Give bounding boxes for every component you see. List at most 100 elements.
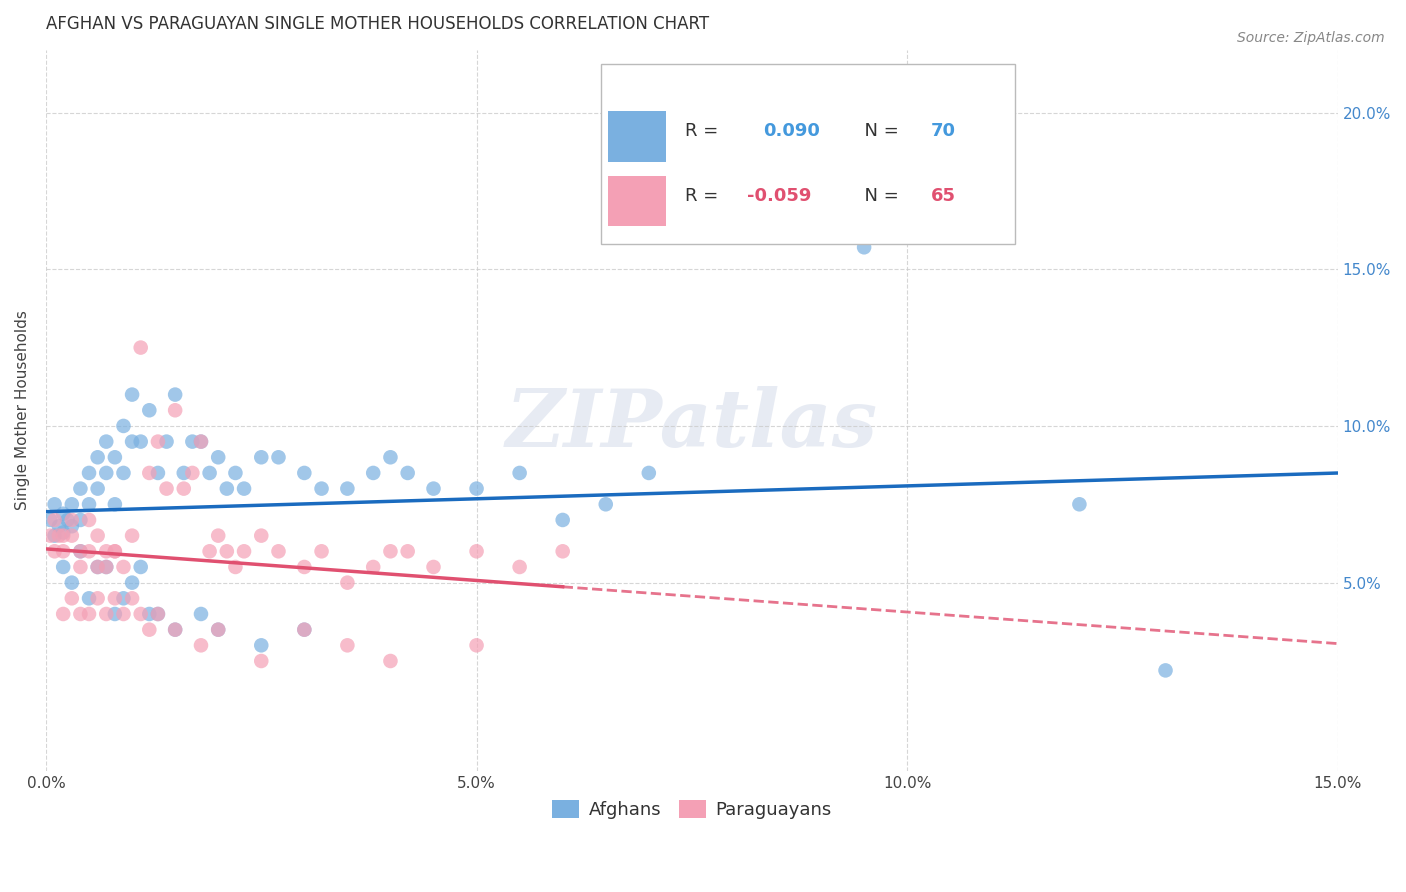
Point	[595, 497, 617, 511]
Point	[311, 544, 333, 558]
Point	[233, 544, 256, 558]
Point	[165, 387, 187, 401]
Point	[138, 623, 160, 637]
FancyBboxPatch shape	[602, 64, 1015, 244]
Point	[121, 528, 143, 542]
Point	[104, 591, 127, 606]
Point	[121, 575, 143, 590]
Point	[69, 482, 91, 496]
Text: R =: R =	[685, 122, 730, 140]
Point	[44, 497, 66, 511]
Point	[173, 466, 195, 480]
Text: Source: ZipAtlas.com: Source: ZipAtlas.com	[1237, 31, 1385, 45]
Point	[465, 544, 488, 558]
Point	[52, 507, 75, 521]
Point	[155, 434, 177, 449]
Point	[181, 434, 204, 449]
Point	[1069, 497, 1091, 511]
Point	[250, 528, 273, 542]
Point	[86, 560, 108, 574]
Point	[52, 528, 75, 542]
Point	[190, 638, 212, 652]
Point	[48, 528, 70, 542]
Point	[77, 497, 100, 511]
Point	[551, 544, 574, 558]
Point	[60, 575, 83, 590]
Legend: Afghans, Paraguayans: Afghans, Paraguayans	[546, 793, 838, 827]
Point	[52, 560, 75, 574]
Point	[250, 450, 273, 465]
Text: 65: 65	[931, 187, 956, 205]
Point	[396, 466, 419, 480]
Point	[104, 497, 127, 511]
Point	[292, 623, 315, 637]
Point	[207, 450, 229, 465]
Point	[336, 575, 359, 590]
Point	[96, 607, 118, 621]
Point	[198, 466, 221, 480]
Text: AFGHAN VS PARAGUAYAN SINGLE MOTHER HOUSEHOLDS CORRELATION CHART: AFGHAN VS PARAGUAYAN SINGLE MOTHER HOUSE…	[46, 15, 709, 33]
Point	[77, 466, 100, 480]
Point	[129, 560, 152, 574]
Point	[361, 560, 384, 574]
Point	[380, 654, 402, 668]
Point	[509, 560, 531, 574]
Point	[39, 528, 62, 542]
Point	[56, 513, 79, 527]
Text: N =: N =	[853, 187, 905, 205]
Point	[96, 560, 118, 574]
Point	[509, 466, 531, 480]
Point	[129, 341, 152, 355]
Point	[224, 466, 246, 480]
Point	[465, 638, 488, 652]
Point	[96, 434, 118, 449]
Point	[112, 419, 135, 434]
Point	[104, 544, 127, 558]
Point	[551, 513, 574, 527]
Point	[292, 560, 315, 574]
Point	[146, 434, 169, 449]
Point	[336, 638, 359, 652]
Point	[112, 607, 135, 621]
Point	[380, 544, 402, 558]
Point	[292, 466, 315, 480]
Point	[207, 623, 229, 637]
Point	[233, 482, 256, 496]
Point	[129, 607, 152, 621]
Point	[267, 544, 290, 558]
Point	[380, 450, 402, 465]
Point	[207, 623, 229, 637]
Point	[198, 544, 221, 558]
Point	[86, 482, 108, 496]
Point	[361, 466, 384, 480]
Point	[250, 638, 273, 652]
Point	[112, 560, 135, 574]
Point	[129, 434, 152, 449]
Point	[181, 466, 204, 480]
Point	[86, 450, 108, 465]
Point	[267, 450, 290, 465]
Point	[104, 544, 127, 558]
Point	[422, 560, 444, 574]
Point	[637, 466, 659, 480]
Point	[190, 434, 212, 449]
Text: ZIPatlas: ZIPatlas	[506, 386, 877, 464]
Point	[207, 528, 229, 542]
Point	[138, 607, 160, 621]
Point	[60, 528, 83, 542]
Point	[86, 560, 108, 574]
Point	[215, 544, 238, 558]
Point	[69, 544, 91, 558]
Point	[44, 513, 66, 527]
Point	[138, 466, 160, 480]
Point	[52, 607, 75, 621]
Point	[86, 591, 108, 606]
Point	[155, 482, 177, 496]
Point	[121, 591, 143, 606]
Point	[44, 528, 66, 542]
Point	[48, 519, 70, 533]
Text: 70: 70	[931, 122, 956, 140]
Point	[224, 560, 246, 574]
Point	[465, 482, 488, 496]
Point	[215, 482, 238, 496]
